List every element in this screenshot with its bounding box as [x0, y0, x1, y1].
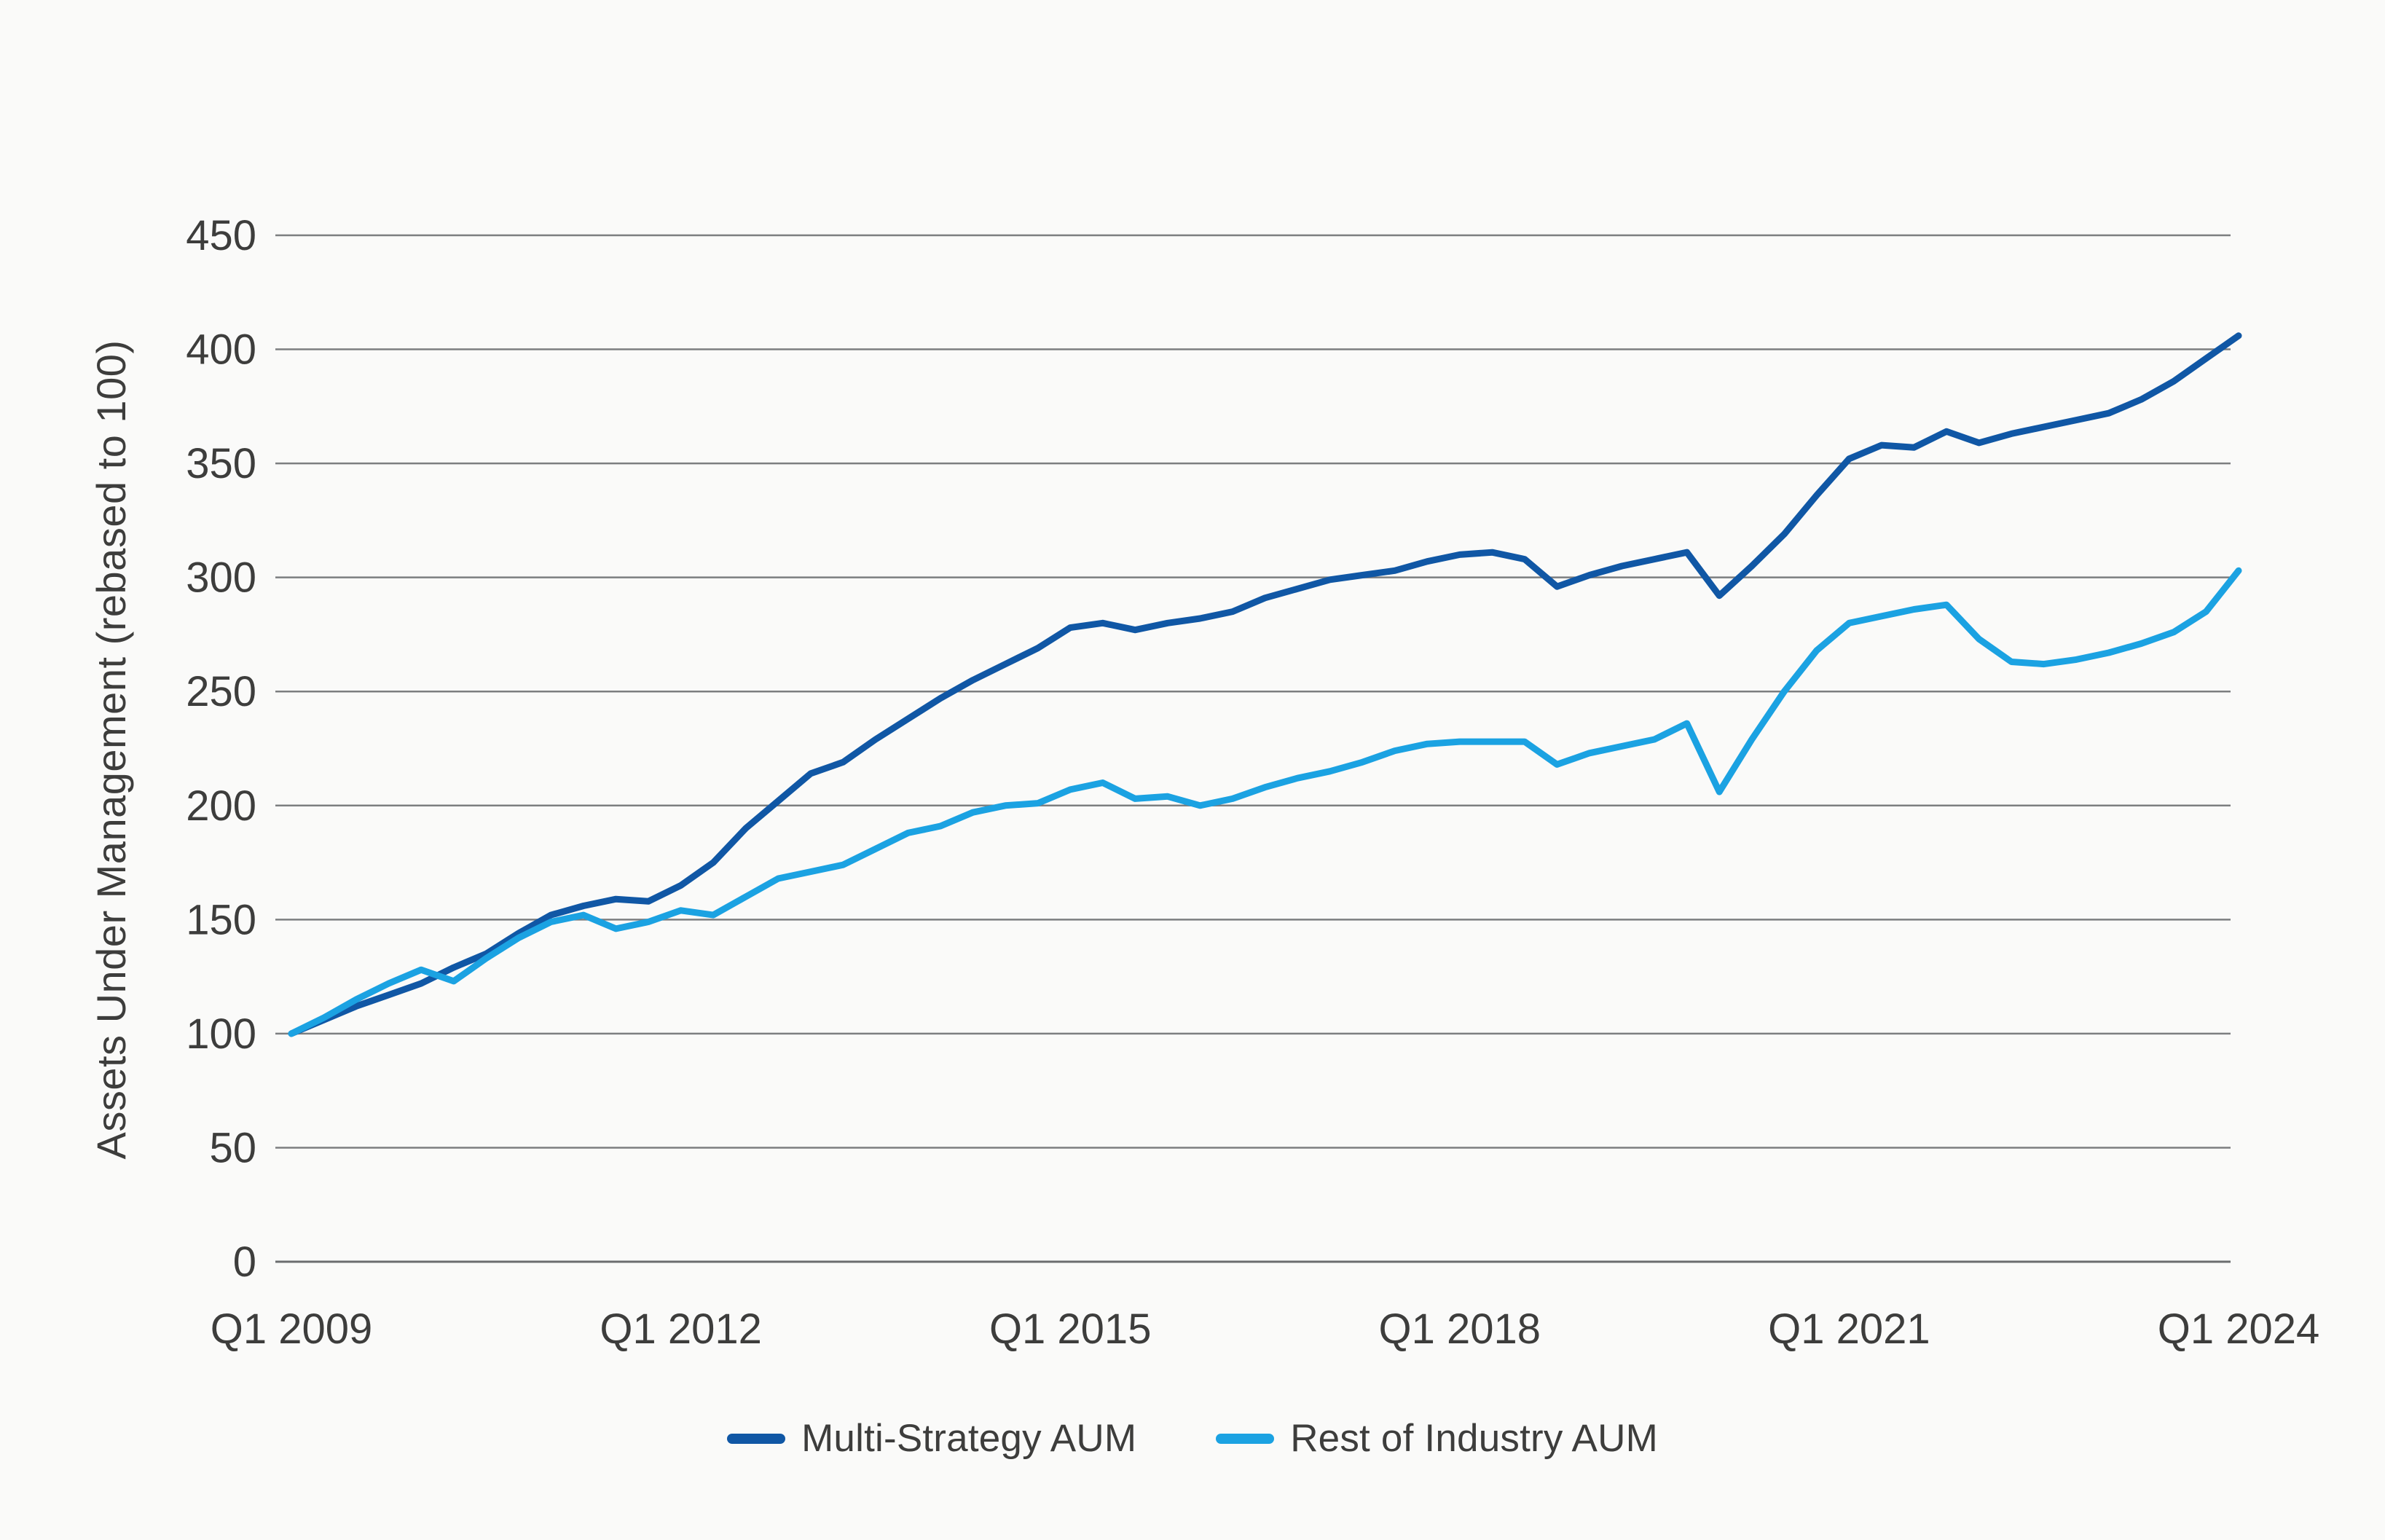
y-tick-label-250: 250 [186, 668, 256, 715]
y-tick-label-0: 0 [233, 1238, 256, 1286]
y-tick-label-200: 200 [186, 782, 256, 830]
x-tick-label-q1-2024: Q1 2024 [2158, 1305, 2320, 1353]
legend-swatch-multi-strategy [727, 1433, 786, 1444]
x-tick-label-q1-2021: Q1 2021 [1768, 1305, 1930, 1353]
legend-swatch-rest-of-industry [1216, 1433, 1275, 1444]
y-tick-label-350: 350 [186, 440, 256, 487]
legend-item-rest-of-industry: Rest of Industry AUM [1216, 1416, 1658, 1461]
x-tick-label-q1-2012: Q1 2012 [600, 1305, 762, 1353]
x-tick-label-q1-2015: Q1 2015 [989, 1305, 1152, 1353]
y-tick-label-100: 100 [186, 1010, 256, 1058]
y-gridlines [275, 234, 2231, 1263]
y-tick-label-50: 50 [209, 1124, 256, 1171]
legend-label-rest-of-industry: Rest of Industry AUM [1290, 1417, 1658, 1460]
series-line-multi-strategy-aum [288, 332, 2242, 1037]
legend-item-multi-strategy: Multi-Strategy AUM [727, 1416, 1136, 1461]
y-tick-label-400: 400 [186, 326, 256, 374]
series-line-rest-of-industry-aum [288, 567, 2242, 1037]
x-tick-labels: Q1 2009 Q1 2012 Q1 2015 Q1 2018 Q1 2021 Q1 20… [211, 1305, 2320, 1353]
y-tick-label-450: 450 [186, 212, 256, 259]
x-tick-label-q1-2018: Q1 2018 [1379, 1305, 1541, 1353]
legend-label-multi-strategy: Multi-Strategy AUM [801, 1417, 1137, 1460]
y-tick-label-300: 300 [186, 554, 256, 602]
chart-legend: Multi-Strategy AUM Rest of Industry AUM [0, 1416, 2385, 1461]
y-tick-labels: 0 50 100 150 200 250 300 350 400 450 [186, 212, 256, 1286]
x-tick-label-q1-2009: Q1 2009 [211, 1305, 373, 1353]
y-tick-label-150: 150 [186, 896, 256, 943]
y-axis-title: Assets Under Management (rebased to 100) [88, 339, 134, 1160]
